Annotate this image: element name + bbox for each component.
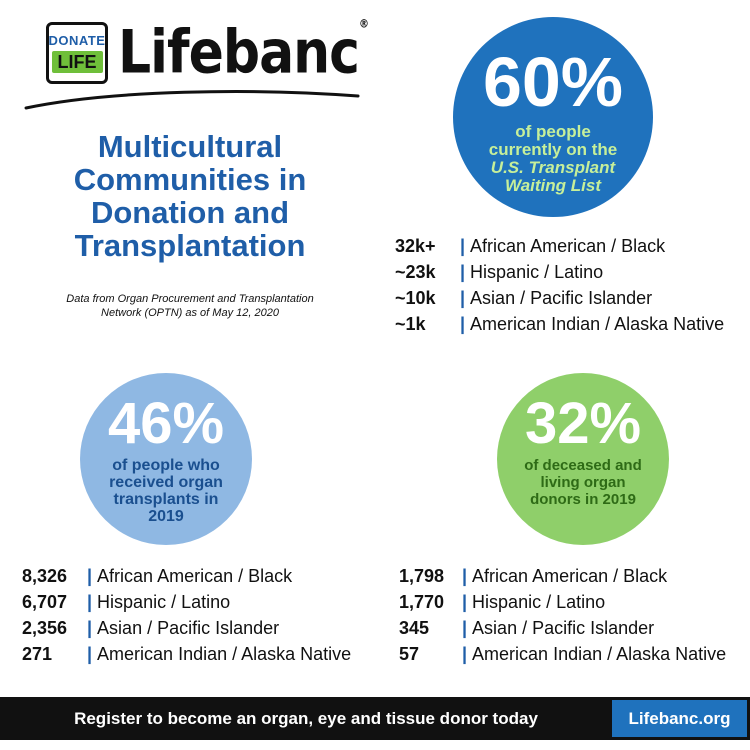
lifebanc-link[interactable]: Lifebanc.org xyxy=(612,700,747,737)
page-title: Multicultural Communities in Donation an… xyxy=(73,129,307,263)
footer-bar: Register to become an organ, eye and tis… xyxy=(0,697,750,740)
badge-top-text: DONATE xyxy=(48,33,106,48)
logo-swoosh xyxy=(24,90,360,110)
recipients-circle: 46% of people who received organ transpl… xyxy=(80,373,252,545)
stat-row: ~1k | American Indian / Alaska Native xyxy=(395,314,725,334)
stat-row: ~23k | Hispanic / Latino xyxy=(395,262,604,282)
brand-name: Lifebanc® xyxy=(118,18,369,88)
register-cta: Register to become an organ, eye and tis… xyxy=(74,708,538,728)
stat-row: 6,707 | Hispanic / Latino xyxy=(22,592,231,612)
stat-row: 8,326 | African American / Black xyxy=(22,566,293,586)
waiting-list-circle: 60% of people currently on the U.S. Tran… xyxy=(453,17,653,217)
donors-stats: 1,798 | African American / Black 1,770 | His… xyxy=(399,563,726,667)
stat-row: 345 | Asian / Pacific Islander xyxy=(399,618,655,638)
recipients-caption: of people who received organ transplants… xyxy=(109,457,223,525)
stat-row: ~10k | Asian / Pacific Islander xyxy=(395,288,653,308)
badge-bottom-text: LIFE xyxy=(51,51,103,73)
stat-row: 1,770 | Hispanic / Latino xyxy=(399,592,606,612)
source-note: Data from Organ Procurement and Transpla… xyxy=(66,293,314,319)
donors-circle: 32% of deceased and living organ donors … xyxy=(497,373,669,545)
donors-caption: of deceased and living organ donors in 2… xyxy=(524,457,642,508)
waiting-list-caption-italic: U.S. Transplant Waiting List xyxy=(490,158,616,195)
lifebanc-logo: DONATE LIFE Lifebanc® xyxy=(46,19,369,88)
stat-row: 57 | American Indian / Alaska Native xyxy=(399,644,727,664)
stat-row: 32k+ | African American / Black xyxy=(395,236,666,256)
stat-row: 2,356 | Asian / Pacific Islander xyxy=(22,618,280,638)
stat-row: 271 | American Indian / Alaska Native xyxy=(22,644,352,664)
registered-mark: ® xyxy=(359,18,369,32)
stat-row: 1,798 | African American / Black xyxy=(399,566,668,586)
recipients-percent: 46% xyxy=(107,391,225,456)
recipients-stats: 8,326 | African American / Black 6,707 | His… xyxy=(22,563,351,667)
donors-percent: 32% xyxy=(524,391,642,456)
donate-life-badge: DONATE LIFE xyxy=(46,22,108,84)
waiting-list-percent: 60% xyxy=(482,43,624,121)
waiting-list-stats: 32k+ | African American / Black ~23k | Hispa… xyxy=(395,233,724,337)
waiting-list-caption: of people currently on the U.S. Transpla… xyxy=(453,123,653,195)
